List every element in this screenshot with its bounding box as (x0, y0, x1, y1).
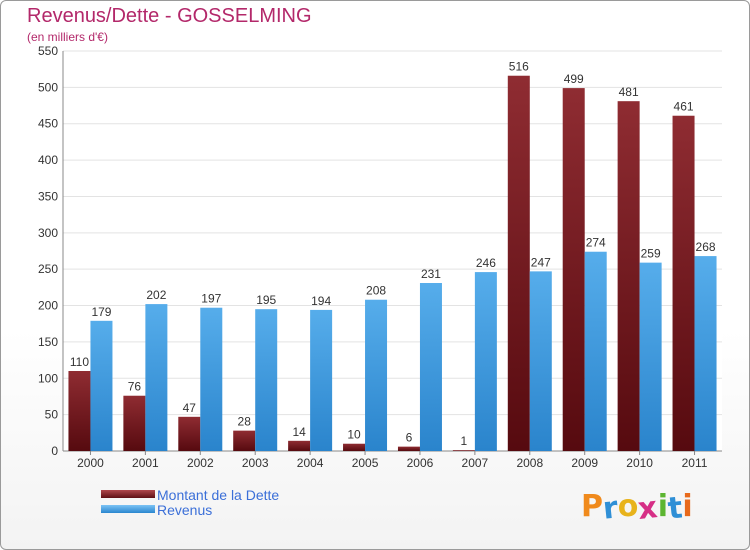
x-tick-label: 2007 (462, 456, 489, 470)
x-tick-label: 2002 (187, 456, 214, 470)
revenue-bar (419, 283, 442, 451)
revenue-bar (145, 304, 168, 451)
revenue-bar (90, 320, 113, 451)
debt-bar (288, 440, 311, 451)
debt-bar (233, 430, 256, 451)
revenue-bar (529, 271, 552, 451)
y-tick-label: 450 (38, 117, 58, 131)
y-tick-label: 500 (38, 80, 58, 94)
revenue-bar (255, 309, 278, 451)
revenue-bar (639, 262, 662, 451)
revenue-value-label: 197 (201, 292, 221, 306)
x-tick-label: 2011 (682, 456, 708, 470)
revenue-value-label: 231 (421, 267, 441, 281)
plot-area (63, 51, 722, 451)
debt-value-label: 6 (406, 431, 413, 445)
debt-bar (123, 395, 146, 451)
revenue-value-label: 274 (586, 236, 606, 250)
revenue-value-label: 194 (311, 294, 331, 308)
x-tick-label: 2003 (242, 456, 269, 470)
debt-value-label: 481 (619, 85, 639, 99)
debt-value-label: 47 (183, 401, 197, 415)
legend-swatch-dette (101, 490, 155, 498)
revenue-value-label: 208 (366, 284, 386, 298)
logo-letter: o (617, 489, 639, 524)
y-tick-label: 400 (38, 153, 58, 167)
revenue-bar (200, 307, 223, 451)
legend-label-dette: Montant de la Dette (157, 487, 280, 503)
debt-value-label: 10 (347, 428, 361, 442)
revenue-value-label: 195 (256, 293, 276, 307)
y-tick-label: 350 (38, 189, 58, 203)
x-tick-label: 2006 (407, 456, 434, 470)
logo-letter: x (636, 490, 660, 527)
y-tick-label: 300 (38, 226, 58, 240)
debt-bar (452, 450, 475, 451)
revenue-value-label: 247 (531, 255, 551, 269)
x-tick-label: 2005 (352, 456, 379, 470)
x-tick-label: 2001 (132, 456, 159, 470)
debt-value-label: 28 (238, 415, 252, 429)
revenue-bar (584, 251, 607, 451)
logo-letter: P (581, 489, 603, 524)
debt-bar (68, 371, 91, 451)
x-tick-label: 2010 (626, 456, 653, 470)
debt-value-label: 499 (564, 72, 584, 86)
logo-letter: i (682, 489, 693, 524)
legend-swatch-revenus (101, 505, 155, 513)
debt-bar (343, 443, 366, 451)
x-tick-label: 2008 (516, 456, 543, 470)
revenue-value-label: 246 (476, 256, 496, 270)
y-tick-label: 100 (38, 371, 58, 385)
debt-value-label: 76 (128, 380, 142, 394)
revenue-bar (365, 299, 388, 451)
debt-bar (617, 101, 640, 451)
legend-label-revenus: Revenus (157, 502, 213, 518)
y-tick-label: 550 (38, 44, 58, 58)
revenue-bar (474, 272, 497, 451)
revenue-bar (310, 309, 333, 451)
x-tick-label: 2000 (77, 456, 104, 470)
debt-value-label: 14 (292, 425, 306, 439)
debt-bar (672, 115, 695, 452)
debt-value-label: 110 (70, 355, 89, 369)
x-tick-label: 2004 (297, 456, 324, 470)
debt-bar (507, 75, 530, 452)
y-tick-label: 0 (51, 444, 58, 458)
y-tick-label: 200 (38, 299, 58, 313)
y-tick-label: 250 (38, 262, 58, 276)
debt-value-label: 461 (674, 100, 694, 114)
logo-letter: i (657, 489, 669, 524)
debt-bar (397, 446, 420, 451)
revenue-value-label: 202 (146, 288, 166, 302)
proxiti-logo: Proxiti (581, 489, 693, 527)
chart-title: Revenus/Dette - GOSSELMING (27, 5, 312, 27)
revenue-value-label: 179 (91, 305, 111, 319)
chart-subtitle: (en milliers d'€) (27, 30, 108, 44)
revenue-value-label: 259 (641, 247, 661, 261)
revenue-bar (694, 256, 717, 451)
y-tick-label: 150 (38, 335, 58, 349)
debt-bar (562, 88, 585, 451)
y-tick-label: 50 (45, 408, 59, 422)
x-tick-label: 2009 (571, 456, 598, 470)
revenue-value-label: 268 (696, 240, 716, 254)
debt-value-label: 516 (509, 60, 529, 74)
debt-bar (178, 416, 201, 451)
debt-value-label: 1 (461, 434, 468, 448)
